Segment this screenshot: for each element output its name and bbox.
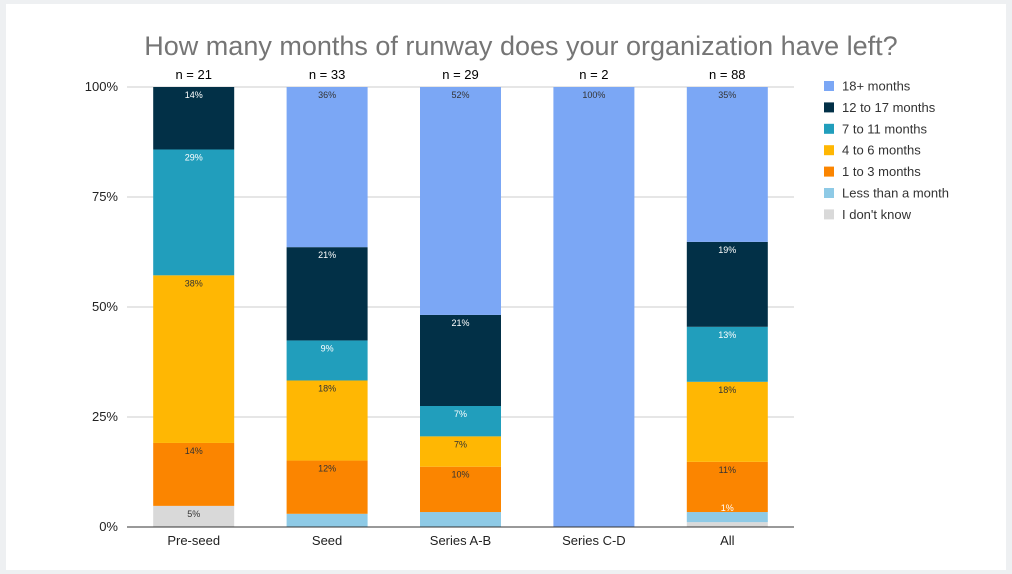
data-label: 21%	[318, 250, 336, 260]
legend-swatch	[824, 145, 834, 156]
data-label: 35%	[718, 90, 736, 100]
bar-segment	[286, 247, 368, 341]
data-label: 11%	[719, 465, 736, 475]
bar-segment	[420, 436, 501, 467]
bar-segment	[420, 466, 501, 513]
x-tick-label: All	[720, 533, 735, 548]
bar-segment	[686, 461, 768, 513]
x-tick-label: Pre-seed	[167, 533, 220, 548]
legend: 18+ months 12 to 17 months 7 to 11 months 4…	[824, 79, 949, 222]
bar-segment	[420, 87, 501, 315]
bar-segment	[286, 380, 368, 461]
data-label: 1%	[721, 503, 734, 513]
data-label: 14%	[185, 446, 203, 456]
legend-swatch	[824, 209, 834, 220]
bar-segment	[153, 149, 235, 276]
data-label: 13%	[718, 330, 736, 340]
data-label: 52%	[451, 90, 469, 100]
legend-label: 7 to 11 months	[842, 121, 928, 136]
legend-label: 1 to 3 months	[842, 164, 921, 179]
bar-segment	[420, 314, 501, 406]
data-label: 12%	[318, 464, 336, 474]
sample-count: n = 2	[579, 67, 608, 82]
bar-segment	[686, 87, 768, 242]
data-label: 14%	[185, 90, 203, 100]
bar-segment	[286, 87, 368, 248]
bar-segment	[686, 522, 768, 527]
data-label: 18%	[318, 383, 336, 393]
legend-swatch	[824, 123, 834, 134]
bar-segment	[420, 406, 501, 437]
data-label: 100%	[582, 90, 605, 100]
legend-label: 18+ months	[842, 79, 911, 94]
data-labels: 5% 14% 38% 29% 14% 12% 18% 9% 21% 36% 10% 7% 7% 21% 52…	[185, 90, 737, 519]
data-label: 9%	[321, 343, 334, 353]
y-tick-label: 50%	[92, 299, 118, 314]
legend-swatch	[824, 188, 834, 198]
y-tick-label: 75%	[92, 189, 118, 204]
sample-count: n = 29	[442, 67, 479, 82]
bar-segment	[686, 241, 768, 327]
bar-segment	[686, 381, 768, 462]
bar-segment	[553, 87, 635, 527]
chart-frame: How many months of runway does your orga…	[6, 4, 1006, 570]
legend-label: 4 to 6 months	[842, 143, 921, 158]
y-tick-label: 100%	[85, 79, 119, 94]
x-tick-label: Seed	[312, 533, 342, 548]
legend-swatch	[824, 166, 834, 177]
legend-label: 12 to 17 months	[842, 100, 936, 115]
bar-segment	[286, 513, 368, 527]
y-axis-ticks: 0% 25% 50% 75% 100%	[85, 79, 119, 534]
bar-segment	[153, 505, 235, 527]
bar-segment	[686, 326, 768, 382]
x-axis-ticks: Pre-seed Seed Series A-B Series C-D All	[167, 533, 734, 548]
data-label: 36%	[318, 90, 336, 100]
x-tick-label: Series C-D	[562, 533, 626, 548]
bar-segment	[420, 512, 501, 527]
bar-segment	[286, 340, 368, 381]
legend-label: I don't know	[842, 207, 912, 222]
sample-count: n = 88	[709, 67, 746, 82]
stacked-bar-chart: How many months of runway does your orga…	[85, 31, 949, 548]
y-tick-label: 25%	[92, 409, 118, 424]
bar-segment	[153, 275, 235, 443]
data-label: 7%	[454, 439, 467, 449]
sample-count: n = 33	[309, 67, 346, 82]
y-tick-label: 0%	[99, 519, 118, 534]
bar-segment	[153, 442, 235, 506]
data-label: 19%	[718, 245, 736, 255]
x-tick-label: Series A-B	[430, 533, 491, 548]
bar-segment	[286, 460, 368, 514]
data-label: 5%	[187, 509, 200, 519]
legend-swatch	[824, 81, 834, 91]
data-label: 10%	[451, 470, 469, 480]
data-label: 21%	[451, 318, 469, 328]
bar-segment	[153, 87, 235, 150]
bars	[153, 87, 768, 527]
legend-label: Less than a month	[842, 186, 949, 201]
data-label: 38%	[185, 278, 203, 288]
sample-count: n = 21	[175, 67, 212, 82]
data-label: 29%	[185, 152, 203, 162]
bar-segment	[686, 512, 768, 523]
chart-title: How many months of runway does your orga…	[144, 31, 897, 61]
data-label: 18%	[718, 385, 736, 395]
sample-counts: n = 21 n = 33 n = 29 n = 2 n = 88	[175, 67, 745, 82]
legend-swatch	[824, 102, 834, 113]
data-label: 7%	[454, 409, 467, 419]
